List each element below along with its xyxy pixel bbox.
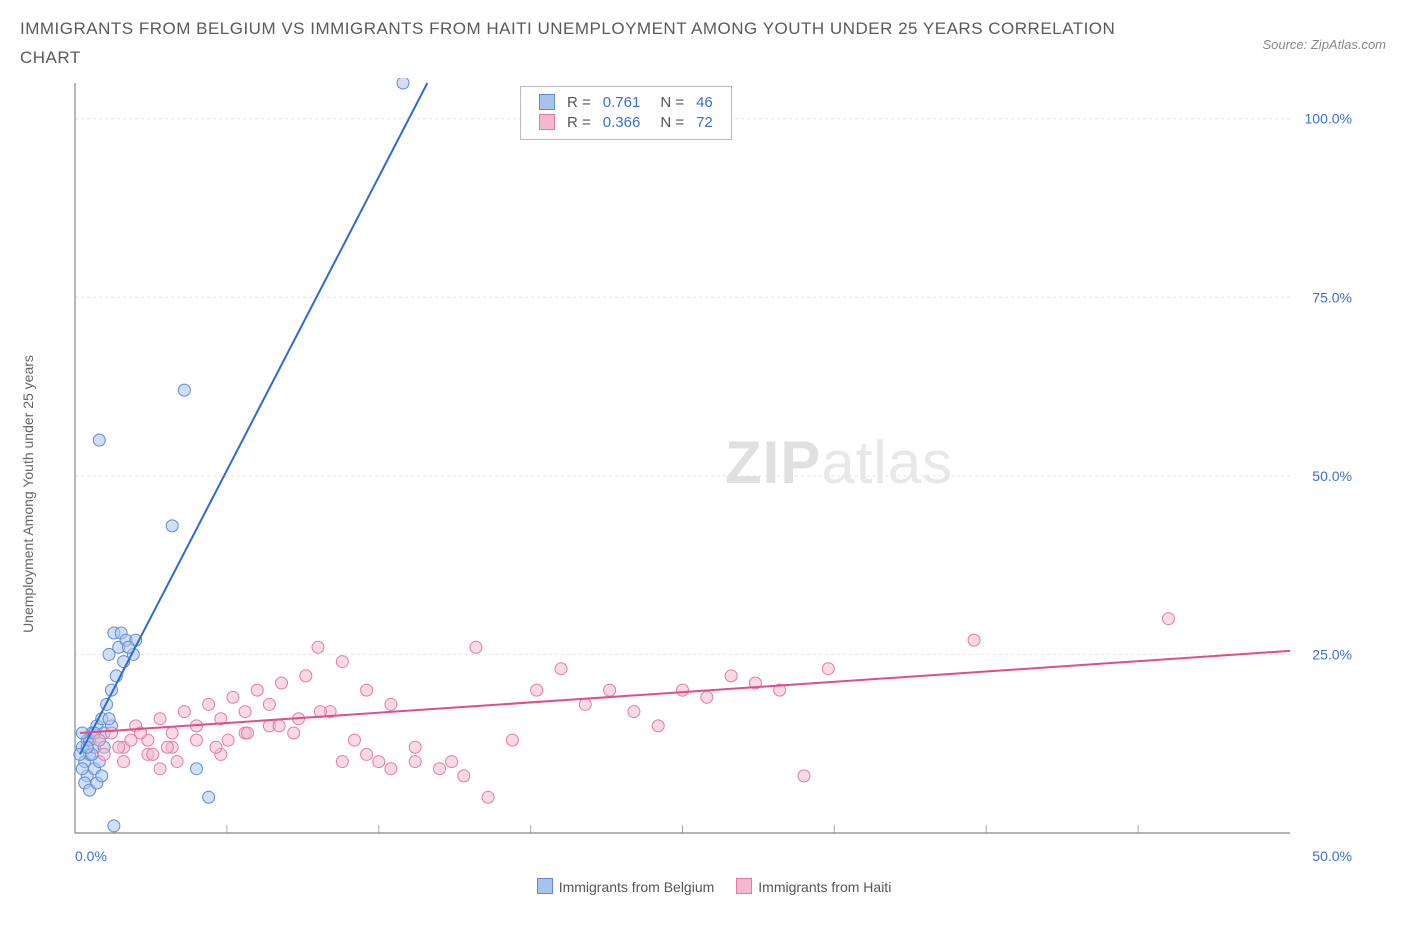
- plot-area: ZIPatlas 25.0%50.0%75.0%100.0% R =0.761 …: [65, 78, 1386, 848]
- svg-text:100.0%: 100.0%: [1305, 110, 1352, 126]
- svg-text:25.0%: 25.0%: [1312, 646, 1352, 662]
- svg-text:75.0%: 75.0%: [1312, 289, 1352, 305]
- chart-title: IMMIGRANTS FROM BELGIUM VS IMMIGRANTS FR…: [20, 15, 1120, 73]
- svg-text:50.0%: 50.0%: [1312, 468, 1352, 484]
- stats-legend-box: R =0.761 N =46 R =0.366 N =72: [520, 86, 732, 140]
- scatter-chart: 25.0% 50.0% 75.0% 100.0%: [65, 78, 1360, 848]
- y-axis-label: Unemployment Among Youth under 25 years: [20, 355, 36, 633]
- source-credit: Source: ZipAtlas.com: [1262, 37, 1386, 52]
- legend-bottom: Immigrants from BelgiumImmigrants from H…: [20, 878, 1386, 895]
- x-axis-labels: 0.0%50.0%: [65, 848, 1386, 870]
